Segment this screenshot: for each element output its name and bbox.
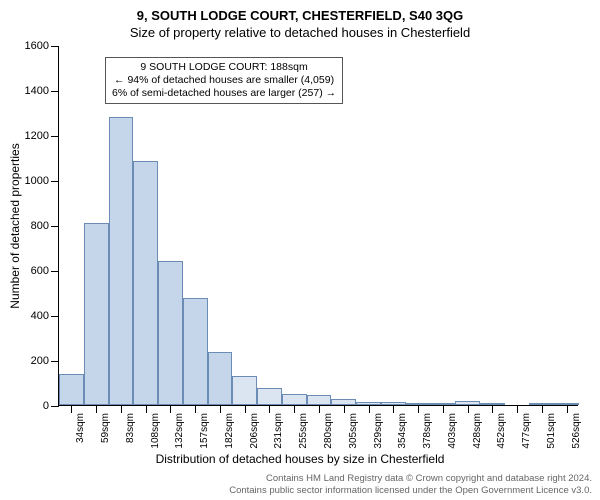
- x-tick: [492, 405, 493, 413]
- x-tick-label: 305sqm: [348, 413, 359, 449]
- x-tick-label: 255sqm: [298, 413, 309, 449]
- x-tick: [96, 405, 97, 413]
- y-axis-label: Number of detached properties: [8, 143, 22, 308]
- x-tick-label: 206sqm: [249, 413, 260, 449]
- x-tick: [195, 405, 196, 413]
- x-tick: [369, 405, 370, 413]
- annotation-line-3: 6% of semi-detached houses are larger (2…: [112, 87, 336, 100]
- y-tick-label: 0: [43, 400, 59, 412]
- histogram-bar: [232, 376, 257, 405]
- x-tick-label: 501sqm: [546, 413, 557, 449]
- y-tick-label: 400: [31, 310, 59, 322]
- x-tick-label: 108sqm: [150, 413, 161, 449]
- x-tick: [121, 405, 122, 413]
- y-tick-label: 1400: [25, 85, 59, 97]
- x-tick-label: 157sqm: [199, 413, 210, 449]
- annotation-line-2: ← 94% of detached houses are smaller (4,…: [112, 74, 336, 87]
- x-tick: [517, 405, 518, 413]
- y-tick-label: 1600: [25, 40, 59, 52]
- x-tick-label: 526sqm: [571, 413, 582, 449]
- x-tick-label: 83sqm: [125, 413, 136, 443]
- x-tick-label: 329sqm: [373, 413, 384, 449]
- histogram-bar: [183, 298, 208, 405]
- y-tick-label: 800: [31, 220, 59, 232]
- title-block: 9, SOUTH LODGE COURT, CHESTERFIELD, S40 …: [0, 0, 600, 40]
- x-tick: [443, 405, 444, 413]
- x-tick-label: 452sqm: [496, 413, 507, 449]
- x-tick-label: 34sqm: [75, 413, 86, 443]
- y-tick-label: 600: [31, 265, 59, 277]
- x-tick: [542, 405, 543, 413]
- x-tick-label: 378sqm: [422, 413, 433, 449]
- x-tick-label: 428sqm: [472, 413, 483, 449]
- x-tick: [344, 405, 345, 413]
- footer-line-1: Contains HM Land Registry data © Crown c…: [229, 473, 592, 484]
- histogram-bar: [84, 223, 109, 405]
- x-tick-label: 59sqm: [100, 413, 111, 443]
- x-tick-label: 403sqm: [447, 413, 458, 449]
- x-tick-label: 231sqm: [273, 413, 284, 449]
- histogram-bar: [208, 352, 233, 405]
- histogram-bar: [282, 394, 307, 405]
- x-tick-label: 477sqm: [521, 413, 532, 449]
- x-tick: [146, 405, 147, 413]
- footer-line-2: Contains public sector information licen…: [229, 485, 592, 496]
- x-tick: [294, 405, 295, 413]
- x-tick: [220, 405, 221, 413]
- histogram-bar: [158, 261, 183, 405]
- histogram-bar: [257, 388, 282, 405]
- page-super-title: 9, SOUTH LODGE COURT, CHESTERFIELD, S40 …: [0, 8, 600, 23]
- footer-credits: Contains HM Land Registry data © Crown c…: [229, 473, 592, 496]
- histogram-bar: [59, 374, 84, 406]
- page-sub-title: Size of property relative to detached ho…: [0, 25, 600, 40]
- annotation-box: 9 SOUTH LODGE COURT: 188sqm ← 94% of det…: [105, 57, 343, 104]
- x-tick-label: 354sqm: [397, 413, 408, 449]
- y-tick-label: 1000: [25, 175, 59, 187]
- x-tick: [170, 405, 171, 413]
- x-tick: [269, 405, 270, 413]
- annotation-line-1: 9 SOUTH LODGE COURT: 188sqm: [112, 61, 336, 74]
- x-tick: [245, 405, 246, 413]
- x-axis-label: Distribution of detached houses by size …: [0, 452, 600, 466]
- histogram-bar: [133, 161, 158, 405]
- y-tick-label: 1200: [25, 130, 59, 142]
- x-tick: [319, 405, 320, 413]
- x-tick: [418, 405, 419, 413]
- x-tick: [393, 405, 394, 413]
- histogram-bar: [109, 117, 134, 405]
- x-tick: [71, 405, 72, 413]
- x-tick: [468, 405, 469, 413]
- x-tick-label: 280sqm: [323, 413, 334, 449]
- x-tick-label: 182sqm: [224, 413, 235, 449]
- x-tick-label: 132sqm: [174, 413, 185, 449]
- y-tick-label: 200: [31, 355, 59, 367]
- histogram-bar: [307, 395, 332, 405]
- x-tick: [567, 405, 568, 413]
